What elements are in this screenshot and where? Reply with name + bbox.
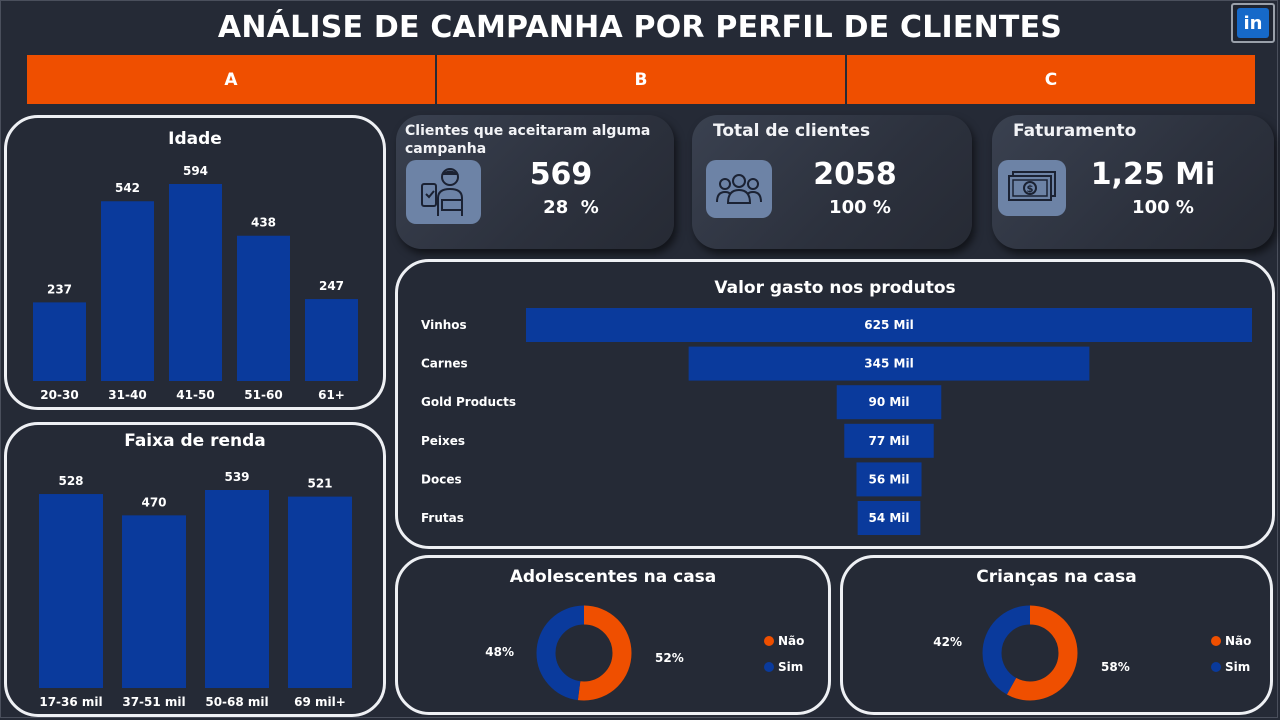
age-chart-title: Idade	[168, 129, 222, 149]
data-label: 42%	[933, 635, 962, 649]
teens-chart-panel: Adolescentes na casa	[395, 555, 831, 715]
legend-marker	[764, 636, 774, 646]
legend-label: Sim	[778, 660, 803, 674]
linkedin-button[interactable]: in	[1231, 3, 1275, 43]
income-chart-title: Faixa de renda	[124, 431, 266, 451]
x-tick-label: 20-30	[40, 388, 78, 402]
x-tick-label: 17-36 mil	[39, 695, 102, 709]
category-label: Vinhos	[421, 318, 467, 332]
bar	[237, 235, 290, 381]
data-label: 52%	[655, 651, 684, 665]
bar	[39, 494, 103, 688]
funnel-bar	[856, 462, 922, 497]
data-label: 247	[319, 279, 344, 293]
data-label: 625 Mil	[864, 318, 913, 332]
data-label: 470	[141, 495, 166, 509]
legend-label: Sim	[1225, 660, 1250, 674]
kpi-card-accepted: Clientes que aceitaram alguma campanha 5…	[396, 115, 674, 249]
data-label: 56 Mil	[868, 472, 909, 486]
delivery-person-icon	[406, 160, 481, 224]
data-label: 48%	[485, 645, 514, 659]
kpi-total-percent: 100 %	[829, 197, 891, 218]
page-title: ANÁLISE DE CAMPANHA POR PERFIL DE CLIENT…	[217, 10, 1063, 45]
money-bill-icon: $	[998, 160, 1066, 216]
kpi-card-total: Total de clientes 2058 100 %	[692, 115, 972, 249]
x-tick-label: 50-68 mil	[205, 695, 268, 709]
data-label: 528	[58, 474, 83, 488]
kpi-card-revenue: Faturamento $ 1,25 Mi 100 %	[992, 115, 1274, 249]
donut-slice	[982, 605, 1078, 701]
bar	[101, 201, 154, 381]
kids-chart-title: Crianças na casa	[976, 567, 1137, 587]
linkedin-icon: in	[1237, 8, 1269, 38]
category-label: Gold Products	[421, 395, 516, 409]
data-label: 77 Mil	[868, 434, 909, 448]
legend-marker	[764, 662, 774, 672]
data-label: 237	[47, 282, 72, 296]
x-tick-label: 37-51 mil	[122, 695, 185, 709]
products-chart-panel: Valor gasto nos produtos	[395, 259, 1275, 549]
category-label: Peixes	[421, 434, 465, 448]
funnel-bar	[836, 385, 942, 420]
kpi-accepted-title: Clientes que aceitaram alguma campanha	[405, 123, 651, 157]
bar	[305, 299, 358, 381]
kpi-accepted-percent: 28 %	[543, 197, 599, 218]
data-label: 438	[251, 216, 276, 230]
people-group-icon	[706, 160, 772, 218]
kpi-accepted-value: 569	[529, 157, 593, 192]
tab-a[interactable]: A	[27, 55, 435, 104]
x-tick-label: 51-60	[244, 388, 282, 402]
data-label: 58%	[1101, 660, 1130, 674]
bar	[288, 496, 352, 688]
legend-marker	[1211, 636, 1221, 646]
teens-chart-title: Adolescentes na casa	[509, 567, 717, 587]
age-chart-panel: Idade	[4, 115, 386, 410]
data-label: 54 Mil	[868, 511, 909, 525]
bar	[169, 184, 222, 381]
data-label: 345 Mil	[864, 357, 913, 371]
tab-b[interactable]: B	[437, 55, 845, 104]
svg-text:$: $	[1027, 184, 1034, 195]
kpi-revenue-title: Faturamento	[1013, 121, 1137, 141]
funnel-bar	[688, 346, 1090, 381]
funnel-bar	[844, 423, 934, 458]
category-label: Frutas	[421, 511, 464, 525]
legend-marker	[1211, 662, 1221, 672]
funnel-bar	[526, 308, 1252, 342]
kpi-total-title: Total de clientes	[713, 121, 871, 141]
bar	[205, 490, 269, 688]
donut-slice	[536, 605, 632, 701]
data-label: 90 Mil	[868, 395, 909, 409]
legend-label: Não	[778, 634, 804, 648]
kpi-total-value: 2058	[813, 157, 897, 192]
data-label: 521	[307, 477, 332, 491]
bar	[122, 515, 186, 688]
products-chart-title: Valor gasto nos produtos	[714, 278, 956, 298]
category-label: Carnes	[421, 357, 468, 371]
x-tick-label: 41-50	[176, 388, 214, 402]
legend-label: Não	[1225, 634, 1251, 648]
kids-chart-panel: Crianças na casa	[840, 555, 1273, 715]
kpi-revenue-percent: 100 %	[1132, 197, 1194, 218]
x-tick-label: 61+	[318, 388, 345, 402]
category-label: Doces	[421, 472, 462, 486]
tab-c[interactable]: C	[847, 55, 1255, 104]
income-chart-panel: Faixa de renda	[4, 422, 386, 717]
x-tick-label: 31-40	[108, 388, 146, 402]
bar	[33, 302, 86, 381]
data-label: 542	[115, 181, 140, 195]
funnel-bar	[857, 501, 921, 535]
data-label: 594	[183, 164, 208, 178]
x-tick-label: 69 mil+	[294, 695, 346, 709]
data-label: 539	[224, 470, 249, 484]
kpi-revenue-value: 1,25 Mi	[1090, 157, 1216, 192]
